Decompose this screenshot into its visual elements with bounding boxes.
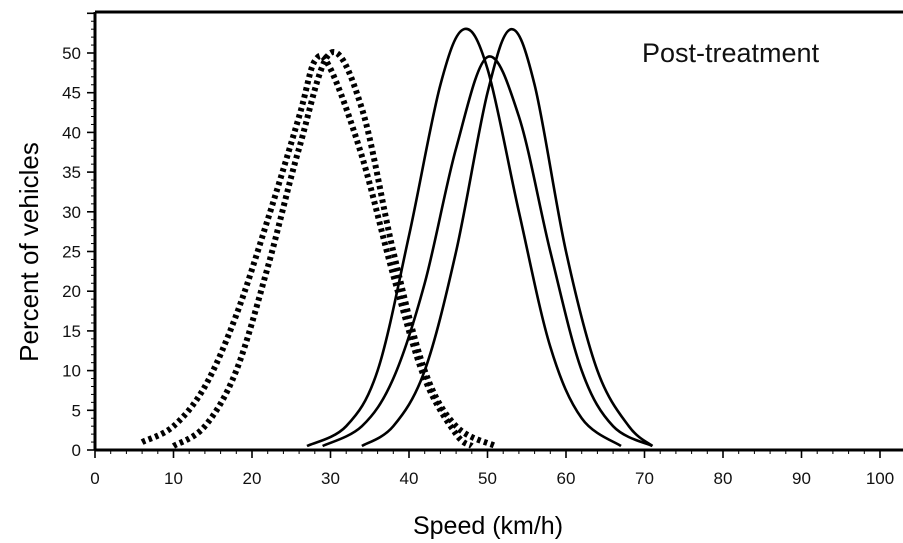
y-axis-ticks: 0 5 10 15 20 25 30 35 40 45 50 xyxy=(62,12,95,460)
y-axis-title: Percent of vehicles xyxy=(14,142,44,362)
x-tick-label: 50 xyxy=(478,469,497,488)
series-layer xyxy=(140,27,654,449)
x-tick-label: 20 xyxy=(243,469,262,488)
x-tick-label: 70 xyxy=(635,469,654,488)
x-tick-label: 40 xyxy=(400,469,419,488)
y-tick-label: 5 xyxy=(72,401,81,420)
series-line-2-dotted xyxy=(171,49,497,449)
y-tick-label: 25 xyxy=(62,243,81,262)
x-tick-label: 100 xyxy=(866,469,894,488)
series-line-4-solid xyxy=(322,55,653,448)
y-tick-label: 35 xyxy=(62,163,81,182)
x-tick-label: 30 xyxy=(321,469,340,488)
x-tick-label: 60 xyxy=(557,469,576,488)
x-tick-label: 0 xyxy=(90,469,99,488)
y-tick-label: 30 xyxy=(62,203,81,222)
plot-frame xyxy=(93,10,903,452)
series-line-3-solid xyxy=(306,27,622,448)
annotation-label: Post-treatment xyxy=(642,38,820,68)
y-tick-label: 20 xyxy=(62,282,81,301)
x-axis-ticks: 0 10 20 30 40 50 60 70 80 90 100 xyxy=(90,450,894,488)
x-axis-title: Speed (km/h) xyxy=(413,512,563,540)
series-line-5-solid xyxy=(361,27,654,448)
x-tick-label: 10 xyxy=(164,469,183,488)
y-tick-label: 45 xyxy=(62,84,81,103)
y-tick-label: 10 xyxy=(62,362,81,381)
x-tick-label: 80 xyxy=(714,469,733,488)
x-tick-label: 90 xyxy=(792,469,811,488)
series-line-1-dotted xyxy=(140,52,474,449)
y-tick-label: 50 xyxy=(62,44,81,63)
y-tick-label: 15 xyxy=(62,322,81,341)
y-tick-label: 40 xyxy=(62,123,81,142)
y-tick-label: 0 xyxy=(72,441,81,460)
